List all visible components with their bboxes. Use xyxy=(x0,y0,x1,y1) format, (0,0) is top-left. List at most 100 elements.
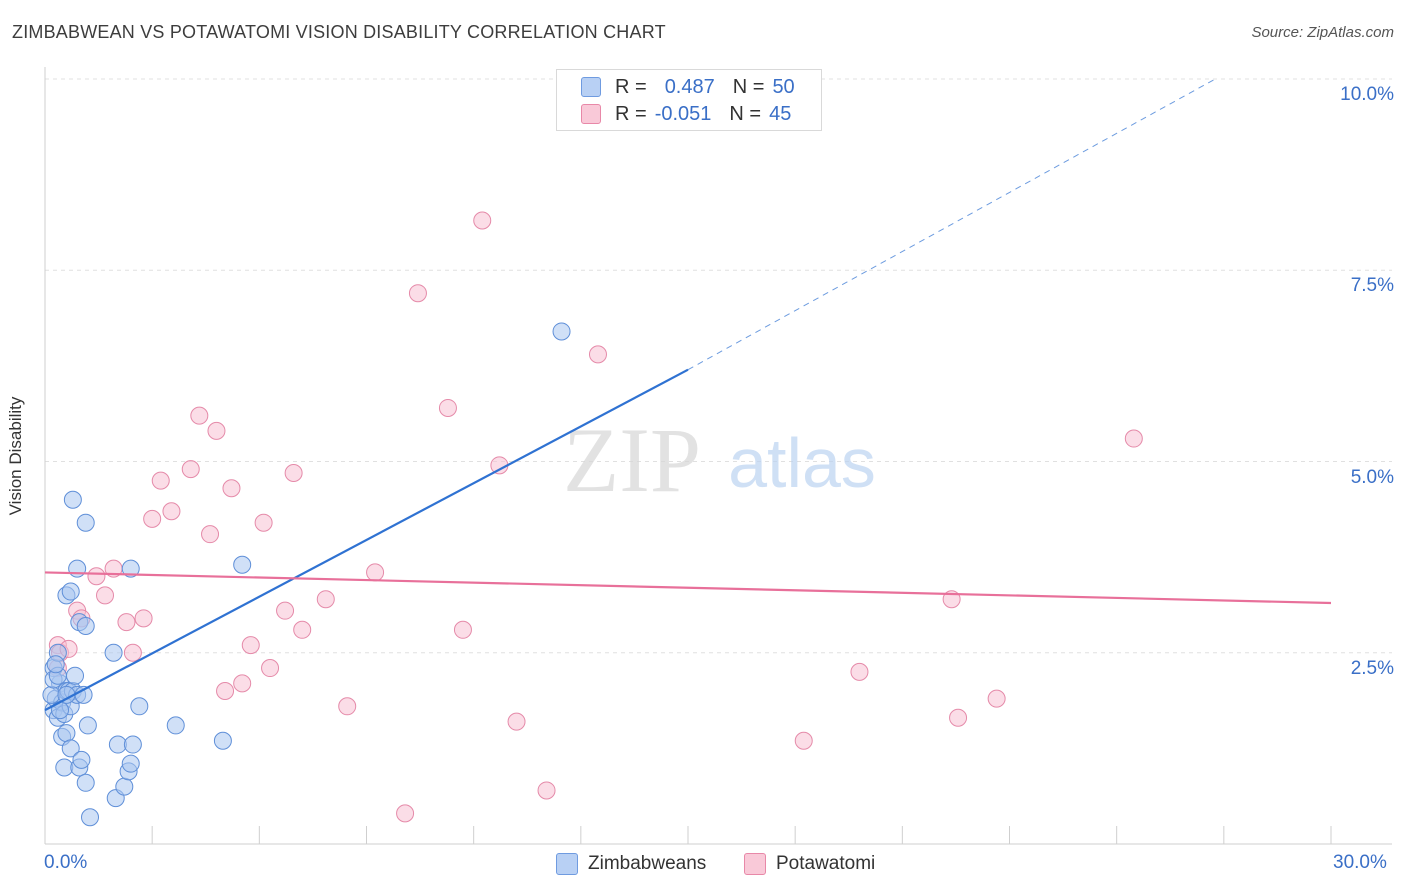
potawatomi-point xyxy=(949,708,968,727)
potawatomi-point xyxy=(96,586,115,605)
zimbabweans-point xyxy=(42,685,61,704)
y-tick-label: 5.0% xyxy=(1350,466,1394,488)
chart-title: ZIMBABWEAN VS POTAWATOMI VISION DISABILI… xyxy=(12,22,666,42)
zimbabweans-point xyxy=(121,559,140,578)
potawatomi-point xyxy=(293,620,312,639)
zimbabweans-point xyxy=(104,643,123,662)
potawatomi-trend-line xyxy=(44,571,1332,605)
potawatomi-point xyxy=(117,613,136,632)
legend-r-label: R = xyxy=(615,102,647,125)
bottom-legend-swatch-zimbabweans xyxy=(556,853,578,875)
zimbabweans-point xyxy=(130,697,149,716)
potawatomi-point xyxy=(1124,429,1143,448)
zimbabweans-point xyxy=(78,716,97,735)
zimbabweans-point xyxy=(57,724,76,743)
y-tick-label: 10.0% xyxy=(1340,84,1394,105)
potawatomi-point xyxy=(241,636,260,655)
potawatomi-point xyxy=(366,563,385,582)
bottom-legend-zimbabweans[interactable]: Zimbabweans xyxy=(556,851,706,877)
potawatomi-point xyxy=(987,689,1006,708)
legend-r-value: -0.051 xyxy=(654,102,712,125)
potawatomi-point xyxy=(850,662,869,681)
zimbabweans-point xyxy=(63,490,82,509)
zimbabweans-point xyxy=(46,655,65,674)
zimbabweans-point xyxy=(213,731,232,750)
potawatomi-point xyxy=(233,674,252,693)
watermark: ZIP atlas xyxy=(563,409,876,511)
bottom-legend-label-zimbabweans: Zimbabweans xyxy=(588,853,707,874)
potawatomi-point xyxy=(284,463,303,482)
y-axis-label-wrap: Vision Disability xyxy=(6,397,40,516)
zimbabweans-point xyxy=(66,666,85,685)
series-potawatomi-points xyxy=(48,211,1143,823)
potawatomi-point xyxy=(453,620,472,639)
grid xyxy=(45,78,1392,654)
legend-n-value: 45 xyxy=(769,102,792,125)
zimbabweans-point xyxy=(61,582,80,601)
potawatomi-point xyxy=(143,509,162,528)
zimbabweans-point xyxy=(552,322,571,341)
zimbabweans-point xyxy=(72,750,91,769)
x-tick-label: 0.0% xyxy=(44,852,88,873)
bottom-legend-potawatomi[interactable]: Potawatomi xyxy=(744,851,875,877)
zimbabweans-point xyxy=(233,555,252,574)
y-axis-label: Vision Disability xyxy=(6,396,25,516)
y-tick-label: 7.5% xyxy=(1350,275,1394,297)
series-zimbabweans-points xyxy=(42,322,571,827)
potawatomi-point xyxy=(261,659,280,678)
source-label: Source: ZipAtlas.com xyxy=(1251,24,1394,41)
potawatomi-point xyxy=(162,502,181,521)
legend-r-label: R = xyxy=(615,75,647,98)
zimbabweans-trend-extension xyxy=(687,78,1216,371)
watermark-zip: ZIP xyxy=(563,409,701,511)
potawatomi-point xyxy=(438,398,457,417)
potawatomi-point xyxy=(316,590,335,609)
legend-row-zimbabweans: R = 0.487 N = 50 xyxy=(581,75,795,99)
bottom-legend-swatch-potawatomi xyxy=(744,853,766,875)
bottom-legend-label-potawatomi: Potawatomi xyxy=(776,853,876,874)
potawatomi-point xyxy=(507,712,526,731)
watermark-atlas: atlas xyxy=(728,424,876,502)
zimbabweans-point xyxy=(81,808,100,827)
potawatomi-point xyxy=(408,284,427,303)
potawatomi-point xyxy=(87,567,106,586)
zimbabweans-point xyxy=(123,735,142,754)
y-tick-label: 2.5% xyxy=(1350,657,1394,679)
zimbabweans-point xyxy=(76,513,95,532)
zimbabweans-trend-line xyxy=(44,368,689,712)
potawatomi-point xyxy=(588,345,607,364)
zimbabweans-point xyxy=(166,716,185,735)
x-tick-label: 30.0% xyxy=(1333,852,1387,873)
zimbabweans-point xyxy=(61,739,80,758)
legend-r-value: 0.487 xyxy=(664,75,715,98)
zimbabweans-point xyxy=(76,773,95,792)
zimbabweans-point xyxy=(55,758,74,777)
zimbabweans-point xyxy=(108,735,127,754)
legend-n-label: N = xyxy=(729,102,762,125)
zimbabweans-point xyxy=(68,559,87,578)
legend: R = 0.487 N = 50 R = -0.051 N = 45 xyxy=(556,69,822,131)
axes xyxy=(44,67,1392,845)
legend-swatch-zimbabweans xyxy=(581,77,601,97)
potawatomi-point xyxy=(181,460,200,479)
potawatomi-point xyxy=(338,697,357,716)
potawatomi-point xyxy=(134,609,153,628)
legend-swatch-potawatomi xyxy=(581,104,601,124)
potawatomi-point xyxy=(396,804,415,823)
potawatomi-point xyxy=(123,643,142,662)
trend-lines xyxy=(44,78,1332,712)
potawatomi-point xyxy=(201,525,220,544)
potawatomi-point xyxy=(216,682,235,700)
potawatomi-point xyxy=(794,731,813,750)
potawatomi-point xyxy=(473,211,492,230)
potawatomi-point xyxy=(254,513,273,532)
potawatomi-point xyxy=(222,479,241,498)
zimbabweans-point xyxy=(76,616,95,635)
legend-n-value: 50 xyxy=(772,75,795,98)
potawatomi-point xyxy=(537,781,556,800)
legend-n-label: N = xyxy=(732,75,765,98)
potawatomi-point xyxy=(190,406,209,425)
potawatomi-point xyxy=(151,471,170,490)
zimbabweans-point xyxy=(115,777,134,796)
